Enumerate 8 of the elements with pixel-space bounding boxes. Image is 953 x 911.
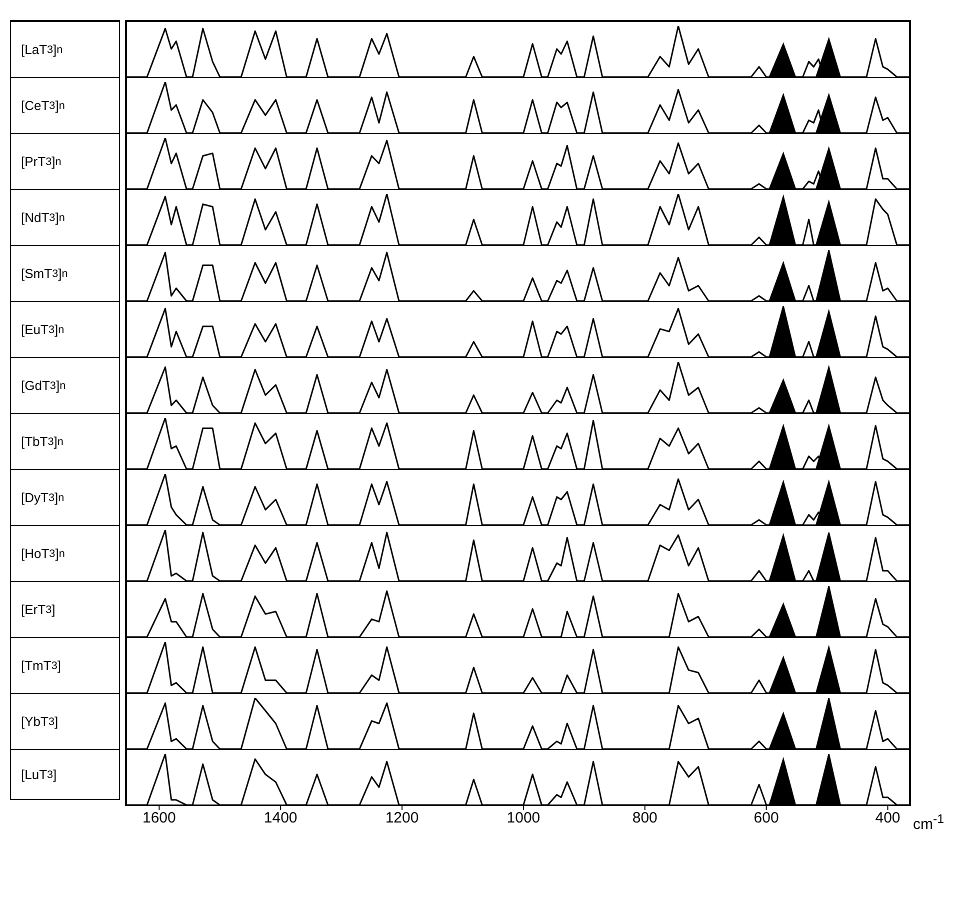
x-tick-label: 800 <box>632 810 658 827</box>
x-tick-label: 1600 <box>142 810 176 827</box>
x-tick-label: 600 <box>754 810 779 827</box>
x-tick-label: 1200 <box>385 810 419 827</box>
x-tick-label: 1000 <box>506 810 540 827</box>
x-tick-label: 400 <box>875 810 900 827</box>
x-tick-label: 1400 <box>264 810 298 827</box>
x-axis-title: cm$^{-1}$ <box>913 812 944 833</box>
